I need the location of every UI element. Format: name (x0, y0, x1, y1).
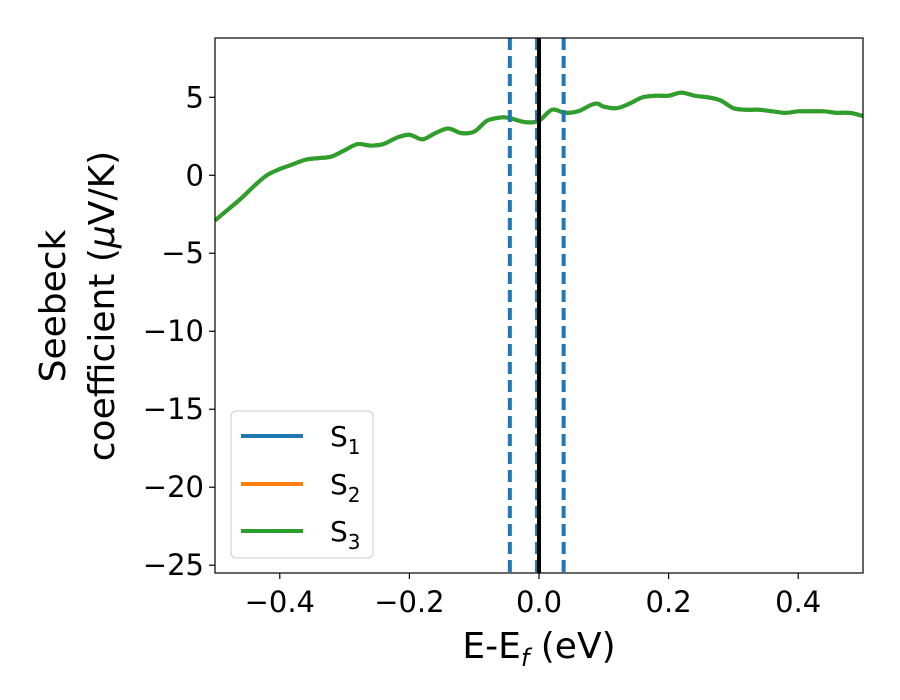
y-tick-label: 5 (186, 80, 204, 114)
legend-label-s3: S3 (330, 515, 361, 554)
y-axis-title-line2: coefficient (μV/K) (82, 151, 123, 461)
y-axis-title-line1: Seebeck (33, 229, 74, 382)
x-tick-label: −0.2 (374, 585, 444, 619)
x-tick-label: 0.0 (516, 585, 562, 619)
legend: S1 S2 S3 (230, 410, 374, 559)
y-tick-label: −10 (143, 314, 204, 348)
x-tick-label: 0.4 (775, 585, 821, 619)
y-tick-label: −25 (143, 548, 204, 582)
x-axis-title: E-Ef (eV) (462, 626, 615, 672)
legend-label-s2: S2 (330, 468, 361, 507)
y-tick-label: 0 (186, 158, 204, 192)
x-tick-label: 0.2 (646, 585, 692, 619)
y-tick-label: −20 (143, 470, 204, 504)
y-tick-label: −5 (161, 236, 204, 270)
y-tick-label: −15 (143, 392, 204, 426)
x-tick-label: −0.4 (245, 585, 315, 619)
legend-label-s1: S1 (330, 420, 361, 459)
